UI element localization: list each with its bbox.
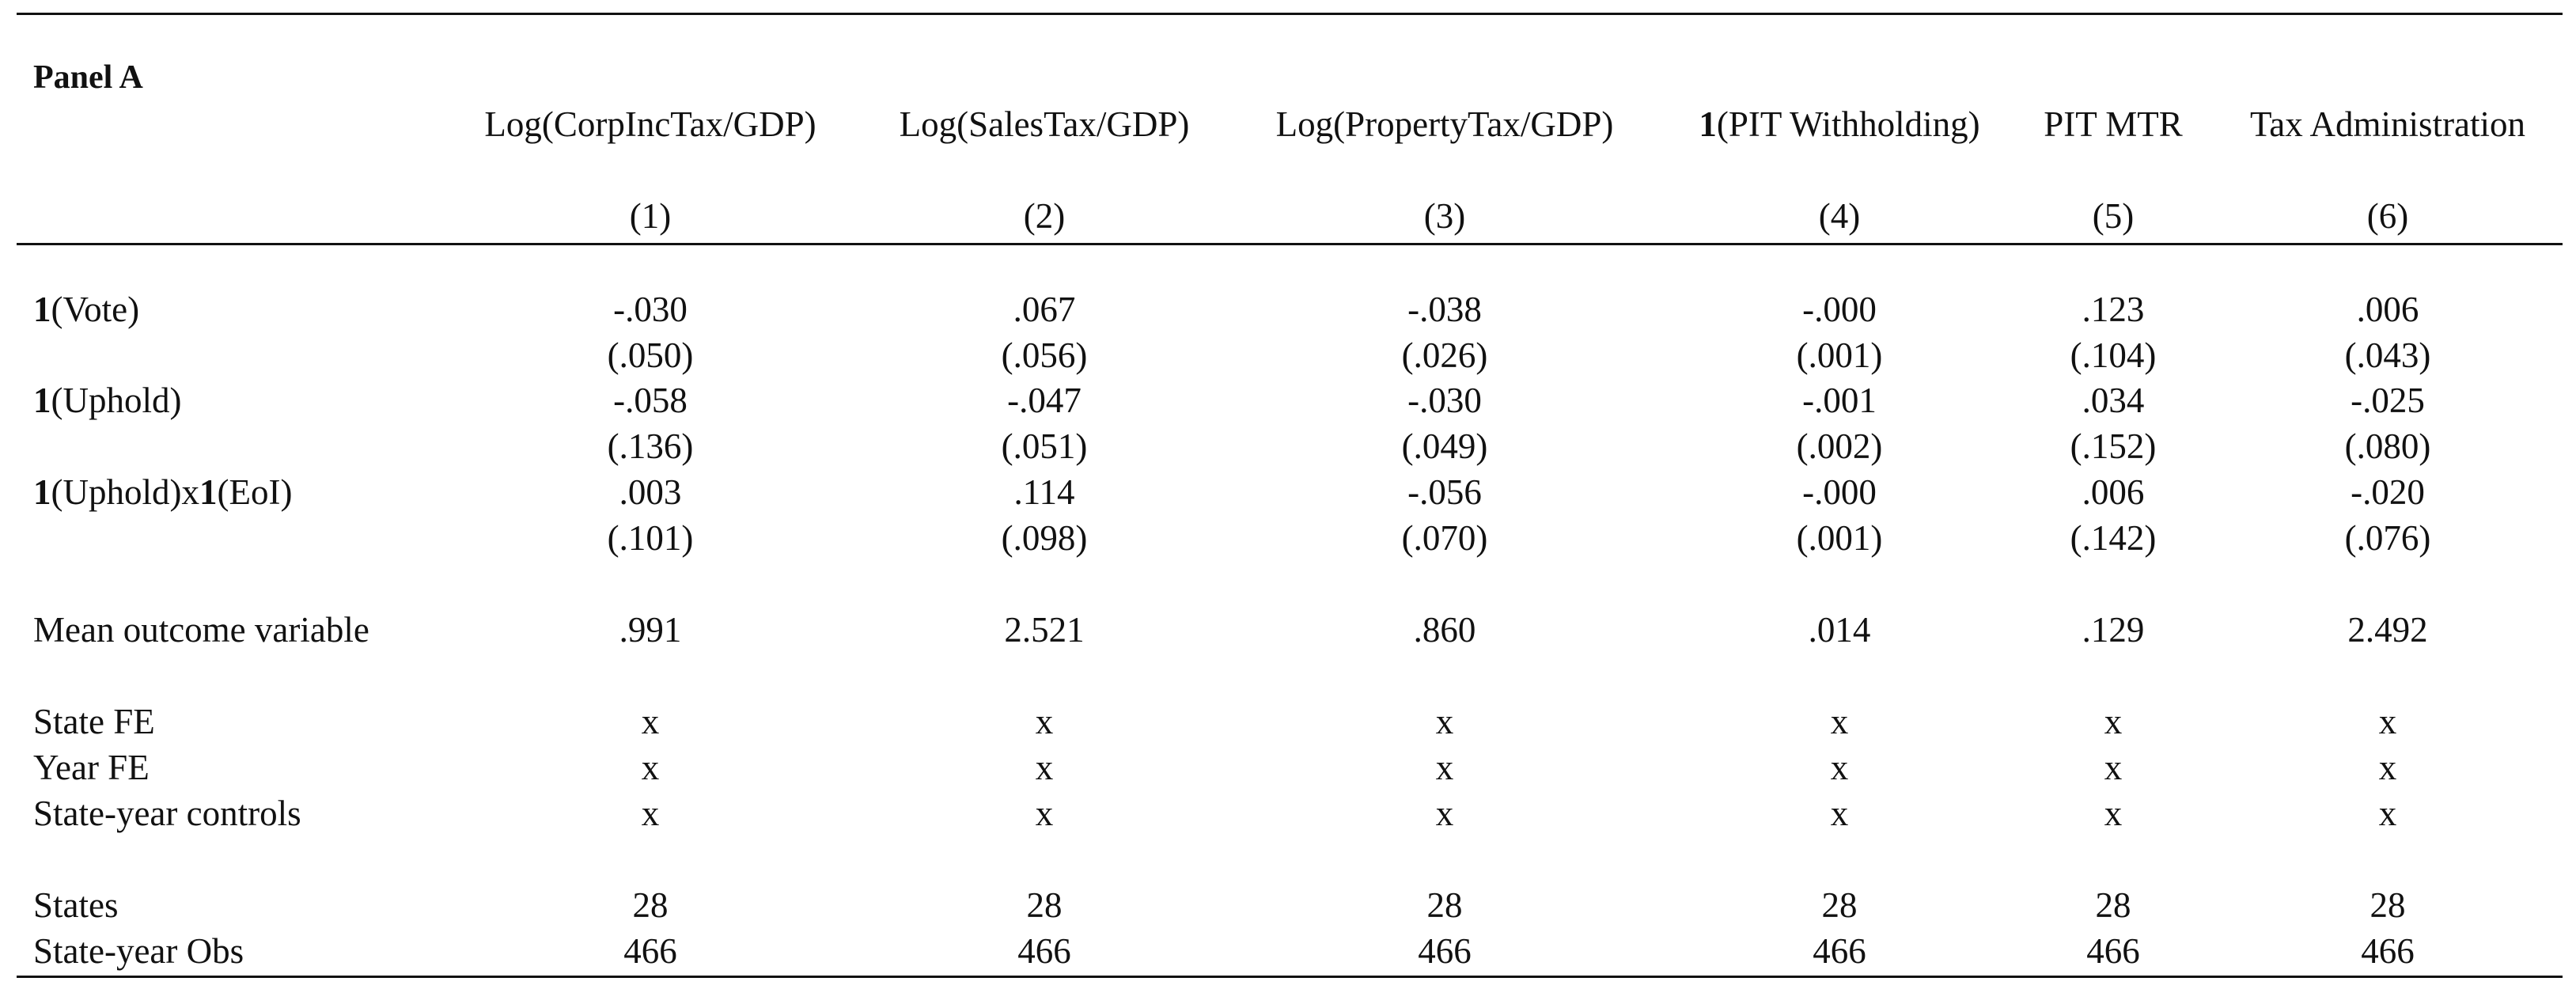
cell-state-fe-5: x	[2104, 702, 2123, 741]
cell-uphold-eoi-se-1: (.101)	[607, 518, 694, 558]
cell-mean-1: .991	[619, 610, 682, 650]
row-label-state-fe: State FE	[33, 702, 155, 741]
cell-uphold-coef-3: -.030	[1407, 381, 1482, 420]
cell-vote-se-6: (.043)	[2344, 335, 2431, 375]
cell-obs-5: 466	[2086, 931, 2140, 971]
cell-states-5: 28	[2095, 885, 2131, 925]
col-number-1: (1)	[629, 196, 672, 236]
cell-year-fe-1: x	[641, 748, 660, 787]
col-header-1: Log(CorpIncTax/GDP)	[484, 104, 816, 144]
col-header-3: Log(PropertyTax/GDP)	[1275, 104, 1614, 144]
cell-state-fe-2: x	[1035, 702, 1054, 741]
cell-states-6: 28	[2370, 885, 2406, 925]
cell-year-fe-6: x	[2378, 748, 2397, 787]
cell-obs-4: 466	[1813, 931, 1866, 971]
col-number-4: (4)	[1818, 196, 1861, 236]
cell-uphold-eoi-se-5: (.142)	[2070, 518, 2157, 558]
panel-title: Panel A	[33, 59, 143, 96]
bottom-rule	[17, 976, 2563, 978]
cell-uphold-coef-6: -.025	[2351, 381, 2425, 420]
cell-uphold-eoi-coef-3: -.056	[1407, 472, 1482, 512]
cell-uphold-se-3: (.049)	[1401, 426, 1488, 466]
cell-obs-3: 466	[1418, 931, 1472, 971]
cell-states-4: 28	[1821, 885, 1858, 925]
cell-state-fe-3: x	[1435, 702, 1454, 741]
cell-uphold-eoi-se-2: (.098)	[1001, 518, 1088, 558]
cell-vote-se-4: (.001)	[1796, 335, 1883, 375]
cell-vote-coef-6: .006	[2356, 290, 2419, 329]
cell-uphold-se-2: (.051)	[1001, 426, 1088, 466]
cell-vote-coef-1: -.030	[613, 290, 688, 329]
cell-vote-coef-3: -.038	[1407, 290, 1482, 329]
cell-vote-se-1: (.050)	[607, 335, 694, 375]
row-label-obs: State-year Obs	[33, 931, 244, 971]
col-header-2: Log(SalesTax/GDP)	[899, 104, 1190, 144]
cell-states-3: 28	[1426, 885, 1463, 925]
cell-controls-3: x	[1435, 794, 1454, 833]
cell-uphold-se-4: (.002)	[1796, 426, 1883, 466]
cell-uphold-eoi-coef-6: -.020	[2351, 472, 2425, 512]
cell-obs-2: 466	[1017, 931, 1071, 971]
header-rule	[17, 243, 2563, 245]
cell-obs-1: 466	[623, 931, 677, 971]
col-number-3: (3)	[1423, 196, 1466, 236]
cell-vote-coef-2: .067	[1013, 290, 1076, 329]
cell-mean-5: .129	[2082, 610, 2145, 650]
row-label-mean: Mean outcome variable	[33, 610, 369, 650]
cell-controls-2: x	[1035, 794, 1054, 833]
col-header-4: 1(PIT Withholding)	[1699, 104, 1980, 144]
col-header-5: PIT MTR	[2044, 104, 2183, 144]
row-label-uphold-eoi: 1(Uphold)x1(EoI)	[33, 472, 293, 512]
cell-uphold-eoi-se-6: (.076)	[2344, 518, 2431, 558]
cell-uphold-se-6: (.080)	[2344, 426, 2431, 466]
row-label-vote: 1(Vote)	[33, 290, 140, 329]
cell-uphold-eoi-coef-5: .006	[2082, 472, 2145, 512]
cell-year-fe-3: x	[1435, 748, 1454, 787]
cell-vote-se-5: (.104)	[2070, 335, 2157, 375]
cell-mean-2: 2.521	[1004, 610, 1085, 650]
cell-uphold-eoi-coef-4: -.000	[1802, 472, 1877, 512]
col-number-2: (2)	[1023, 196, 1066, 236]
cell-year-fe-2: x	[1035, 748, 1054, 787]
cell-states-2: 28	[1026, 885, 1063, 925]
row-label-controls: State-year controls	[33, 794, 301, 833]
cell-uphold-coef-2: -.047	[1007, 381, 1082, 420]
cell-controls-6: x	[2378, 794, 2397, 833]
col-number-5: (5)	[2092, 196, 2135, 236]
cell-vote-coef-5: .123	[2082, 290, 2145, 329]
cell-mean-4: .014	[1808, 610, 1871, 650]
cell-state-fe-6: x	[2378, 702, 2397, 741]
cell-uphold-eoi-se-4: (.001)	[1796, 518, 1883, 558]
cell-states-1: 28	[632, 885, 669, 925]
row-label-states: States	[33, 885, 119, 925]
cell-controls-5: x	[2104, 794, 2123, 833]
cell-uphold-eoi-coef-2: .114	[1013, 472, 1075, 512]
cell-year-fe-5: x	[2104, 748, 2123, 787]
cell-uphold-se-5: (.152)	[2070, 426, 2157, 466]
cell-mean-3: .860	[1413, 610, 1476, 650]
cell-uphold-coef-5: .034	[2082, 381, 2145, 420]
cell-state-fe-1: x	[641, 702, 660, 741]
cell-year-fe-4: x	[1830, 748, 1849, 787]
row-label-uphold: 1(Uphold)	[33, 381, 182, 420]
cell-uphold-eoi-coef-1: .003	[619, 472, 682, 512]
cell-controls-1: x	[641, 794, 660, 833]
cell-uphold-coef-4: -.001	[1802, 381, 1877, 420]
cell-uphold-coef-1: -.058	[613, 381, 688, 420]
cell-uphold-se-1: (.136)	[607, 426, 694, 466]
col-number-6: (6)	[2366, 196, 2409, 236]
cell-vote-coef-4: -.000	[1802, 290, 1877, 329]
cell-mean-6: 2.492	[2347, 610, 2428, 650]
cell-state-fe-4: x	[1830, 702, 1849, 741]
col-header-6: Tax Administration	[2249, 104, 2526, 144]
top-rule	[17, 13, 2563, 15]
cell-vote-se-2: (.056)	[1001, 335, 1088, 375]
cell-obs-6: 466	[2361, 931, 2415, 971]
row-label-year-fe: Year FE	[33, 748, 150, 787]
cell-uphold-eoi-se-3: (.070)	[1401, 518, 1488, 558]
cell-controls-4: x	[1830, 794, 1849, 833]
indicator-bold-one: 1	[1699, 104, 1717, 144]
cell-vote-se-3: (.026)	[1401, 335, 1488, 375]
